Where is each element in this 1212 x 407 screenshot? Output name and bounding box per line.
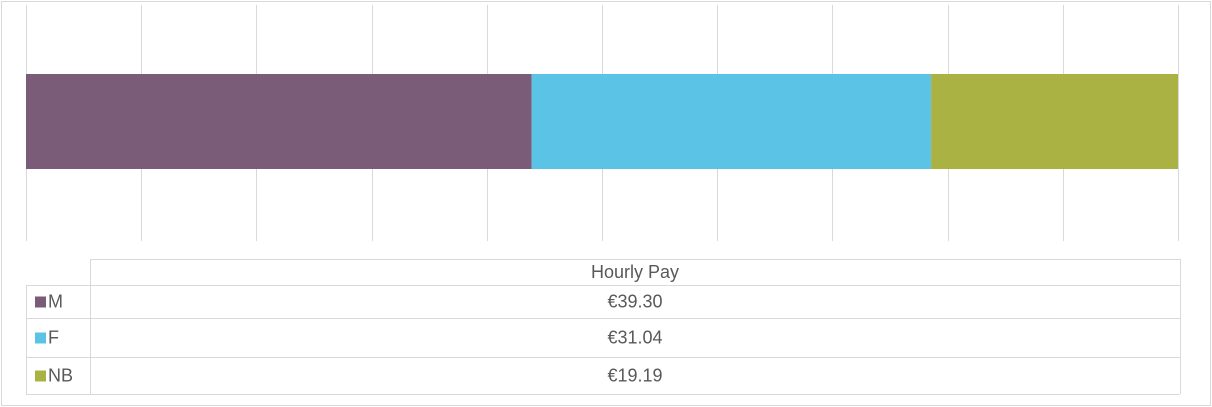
table-cell: €19.19 [607, 365, 662, 385]
legend-label: NB [48, 365, 73, 385]
legend-label: F [48, 327, 59, 347]
bar-segment [531, 74, 932, 169]
legend-swatch [35, 332, 46, 344]
legend-swatch [35, 370, 46, 382]
bar-segment [26, 74, 532, 169]
legend-label: M [48, 291, 63, 311]
bar-segment [931, 74, 1178, 169]
table-cell: €31.04 [607, 327, 662, 347]
table-cell: €39.30 [607, 291, 662, 311]
legend-swatch [35, 296, 46, 308]
table-header: Hourly Pay [591, 262, 679, 282]
